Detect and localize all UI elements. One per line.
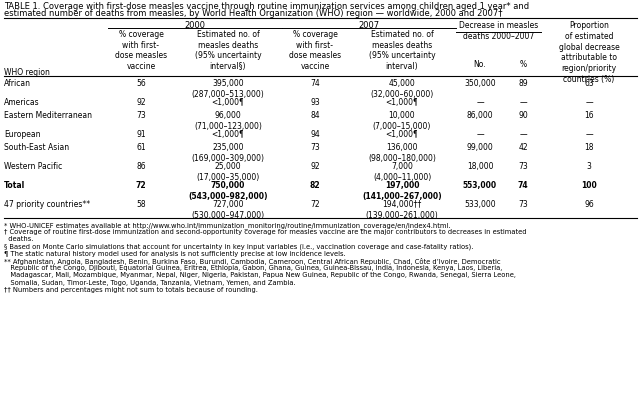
Text: 99,000: 99,000 bbox=[467, 142, 494, 152]
Text: 63: 63 bbox=[584, 79, 594, 88]
Text: 61: 61 bbox=[136, 142, 146, 152]
Text: Estimated no. of
measles deaths
(95% uncertainty
interval): Estimated no. of measles deaths (95% unc… bbox=[369, 30, 435, 71]
Text: Republic of the Congo, Djibouti, Equatorial Guinea, Eritrea, Ethiopia, Gabon, Gh: Republic of the Congo, Djibouti, Equator… bbox=[4, 265, 503, 271]
Text: Decrease in measles
deaths 2000–2007: Decrease in measles deaths 2000–2007 bbox=[459, 21, 538, 40]
Text: African: African bbox=[4, 79, 31, 88]
Text: 727,000
(530,000–947,000): 727,000 (530,000–947,000) bbox=[192, 199, 265, 219]
Text: TABLE 1. Coverage with first-dose measles vaccine through routine immunization s: TABLE 1. Coverage with first-dose measle… bbox=[4, 2, 529, 11]
Text: 86: 86 bbox=[136, 161, 146, 171]
Text: Americas: Americas bbox=[4, 98, 40, 107]
Text: 18: 18 bbox=[584, 142, 594, 152]
Text: Somalia, Sudan, Timor-Leste, Togo, Uganda, Tanzania, Vietnam, Yemen, and Zambia.: Somalia, Sudan, Timor-Leste, Togo, Ugand… bbox=[4, 279, 296, 285]
Text: % coverage
with first-
dose measles
vaccine: % coverage with first- dose measles vacc… bbox=[289, 30, 341, 71]
Text: 73: 73 bbox=[310, 142, 320, 152]
Text: % coverage
with first-
dose measles
vaccine: % coverage with first- dose measles vacc… bbox=[115, 30, 167, 71]
Text: —: — bbox=[585, 98, 593, 107]
Text: 56: 56 bbox=[136, 79, 146, 88]
Text: 10,000
(7,000–15,000): 10,000 (7,000–15,000) bbox=[373, 111, 431, 131]
Text: 350,000: 350,000 bbox=[464, 79, 495, 88]
Text: —: — bbox=[519, 130, 527, 139]
Text: 73: 73 bbox=[518, 199, 528, 209]
Text: 750,000
(543,000–982,000): 750,000 (543,000–982,000) bbox=[188, 180, 268, 200]
Text: %: % bbox=[519, 60, 526, 69]
Text: 73: 73 bbox=[136, 111, 146, 120]
Text: <1,000¶: <1,000¶ bbox=[212, 130, 244, 139]
Text: 553,000: 553,000 bbox=[463, 180, 497, 190]
Text: 92: 92 bbox=[136, 98, 146, 107]
Text: 45,000
(32,000–60,000): 45,000 (32,000–60,000) bbox=[370, 79, 433, 99]
Text: <1,000¶: <1,000¶ bbox=[386, 130, 419, 139]
Text: 18,000: 18,000 bbox=[467, 161, 494, 171]
Text: Madagascar, Mali, Mozambique, Myanmar, Nepal, Niger, Nigeria, Pakistan, Papua Ne: Madagascar, Mali, Mozambique, Myanmar, N… bbox=[4, 272, 516, 278]
Text: <1,000¶: <1,000¶ bbox=[386, 98, 419, 107]
Text: 72: 72 bbox=[310, 199, 320, 209]
Text: 72: 72 bbox=[136, 180, 146, 190]
Text: 2007: 2007 bbox=[358, 21, 379, 30]
Text: 136,000
(98,000–180,000): 136,000 (98,000–180,000) bbox=[368, 142, 436, 162]
Text: 235,000
(169,000–309,000): 235,000 (169,000–309,000) bbox=[192, 142, 265, 162]
Text: 25,000
(17,000–35,000): 25,000 (17,000–35,000) bbox=[196, 161, 260, 181]
Text: † Coverage of routine first-dose immunization and second-opportunity coverage fo: † Coverage of routine first-dose immuniz… bbox=[4, 229, 526, 235]
Text: 395,000
(287,000–513,000): 395,000 (287,000–513,000) bbox=[192, 79, 264, 99]
Text: 2000: 2000 bbox=[185, 21, 206, 30]
Text: 7,000
(4,000–11,000): 7,000 (4,000–11,000) bbox=[373, 161, 431, 181]
Text: 16: 16 bbox=[584, 111, 594, 120]
Text: 73: 73 bbox=[518, 161, 528, 171]
Text: —: — bbox=[476, 130, 484, 139]
Text: 74: 74 bbox=[310, 79, 320, 88]
Text: 533,000: 533,000 bbox=[464, 199, 495, 209]
Text: 89: 89 bbox=[518, 79, 528, 88]
Text: ** Afghanistan, Angola, Bangladesh, Benin, Burkina Faso, Burundi, Cambodia, Came: ** Afghanistan, Angola, Bangladesh, Beni… bbox=[4, 257, 501, 264]
Text: —: — bbox=[585, 130, 593, 139]
Text: 58: 58 bbox=[136, 199, 146, 209]
Text: Western Pacific: Western Pacific bbox=[4, 161, 62, 171]
Text: WHO region: WHO region bbox=[4, 68, 50, 77]
Text: 90: 90 bbox=[518, 111, 528, 120]
Text: South-East Asian: South-East Asian bbox=[4, 142, 69, 152]
Text: 82: 82 bbox=[310, 180, 320, 190]
Text: No.: No. bbox=[474, 60, 487, 69]
Text: 96: 96 bbox=[584, 199, 594, 209]
Text: 86,000: 86,000 bbox=[467, 111, 494, 120]
Text: 96,000
(71,000–123,000): 96,000 (71,000–123,000) bbox=[194, 111, 262, 131]
Text: 42: 42 bbox=[518, 142, 528, 152]
Text: 197,000
(141,000–267,000): 197,000 (141,000–267,000) bbox=[362, 180, 442, 200]
Text: —: — bbox=[476, 98, 484, 107]
Text: deaths.: deaths. bbox=[4, 236, 33, 242]
Text: 91: 91 bbox=[136, 130, 146, 139]
Text: * WHO-UNICEF estimates available at http://www.who.int/immunization_monitoring/r: * WHO-UNICEF estimates available at http… bbox=[4, 221, 451, 228]
Text: †† Numbers and percentages might not sum to totals because of rounding.: †† Numbers and percentages might not sum… bbox=[4, 286, 258, 292]
Text: 93: 93 bbox=[310, 98, 320, 107]
Text: 194,000††
(139,000–261,000): 194,000†† (139,000–261,000) bbox=[365, 199, 438, 219]
Text: estimated number of deaths from measles, by World Health Organization (WHO) regi: estimated number of deaths from measles,… bbox=[4, 9, 503, 19]
Text: European: European bbox=[4, 130, 40, 139]
Text: Total: Total bbox=[4, 180, 25, 190]
Text: 47 priority countries**: 47 priority countries** bbox=[4, 199, 90, 209]
Text: 74: 74 bbox=[518, 180, 528, 190]
Text: Eastern Mediterranean: Eastern Mediterranean bbox=[4, 111, 92, 120]
Text: Estimated no. of
measles deaths
(95% uncertainty
interval§): Estimated no. of measles deaths (95% unc… bbox=[195, 30, 262, 71]
Text: 84: 84 bbox=[310, 111, 320, 120]
Text: 92: 92 bbox=[310, 161, 320, 171]
Text: —: — bbox=[519, 98, 527, 107]
Text: 3: 3 bbox=[587, 161, 592, 171]
Text: ¶ The static natural history model used for analysis is not sufficiently precise: ¶ The static natural history model used … bbox=[4, 250, 345, 256]
Text: § Based on Monte Carlo simulations that account for uncertainty in key input var: § Based on Monte Carlo simulations that … bbox=[4, 243, 473, 249]
Text: 100: 100 bbox=[581, 180, 597, 190]
Text: Proportion
of estimated
global decrease
attributable to
region/priority
countrie: Proportion of estimated global decrease … bbox=[558, 21, 619, 83]
Text: <1,000¶: <1,000¶ bbox=[212, 98, 244, 107]
Text: 94: 94 bbox=[310, 130, 320, 139]
